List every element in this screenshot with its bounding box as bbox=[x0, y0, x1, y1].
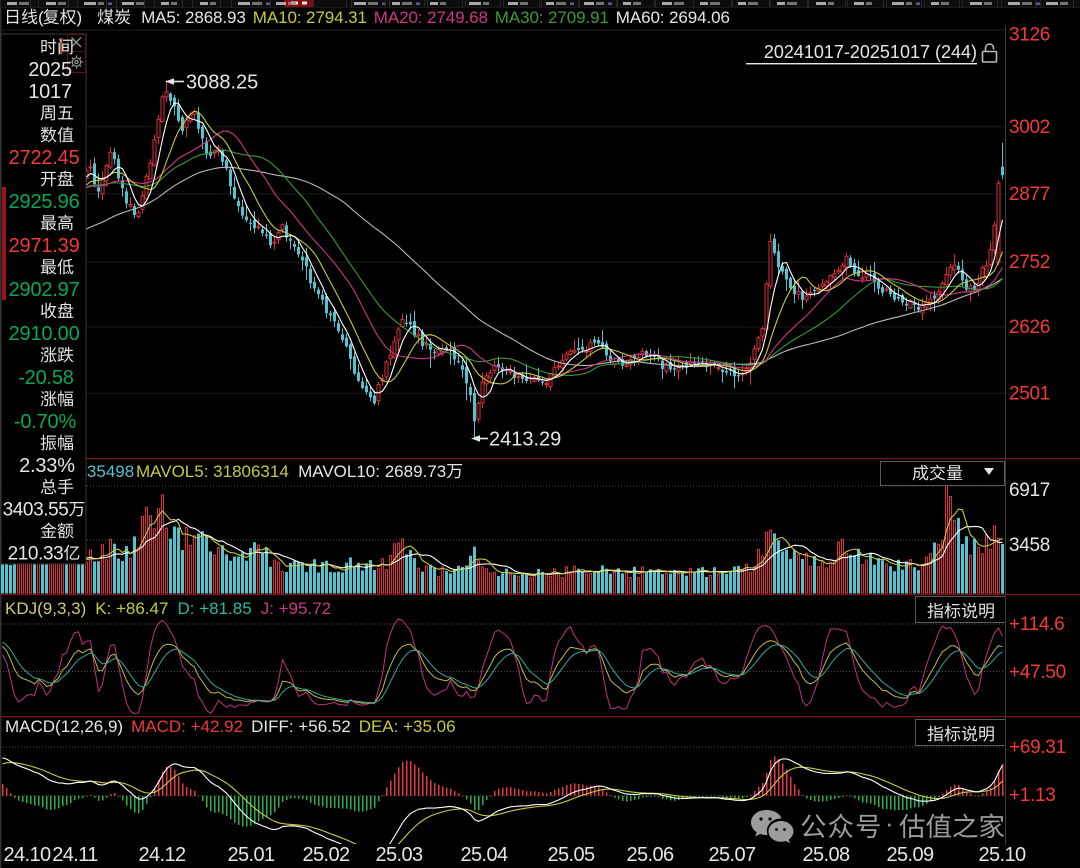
svg-text:-20.58: -20.58 bbox=[18, 367, 74, 389]
svg-text:24.11: 24.11 bbox=[52, 844, 98, 866]
svg-text:24.12: 24.12 bbox=[138, 844, 186, 866]
svg-text:2910.00: 2910.00 bbox=[9, 323, 80, 345]
svg-text:24.10: 24.10 bbox=[3, 844, 51, 866]
svg-text:3403.55: 3403.55 bbox=[3, 500, 69, 521]
svg-text:MA20: 2749.68: MA20: 2749.68 bbox=[374, 8, 488, 27]
svg-text:2877: 2877 bbox=[1009, 184, 1050, 205]
svg-text:+47.50: +47.50 bbox=[1009, 662, 1066, 683]
svg-text:3002: 3002 bbox=[1009, 117, 1050, 138]
svg-text:25.02: 25.02 bbox=[302, 844, 350, 866]
svg-text:3126: 3126 bbox=[1009, 25, 1050, 46]
svg-text:210.33: 210.33 bbox=[8, 544, 64, 565]
svg-text:25.08: 25.08 bbox=[802, 844, 850, 866]
svg-text:-0.70%: -0.70% bbox=[14, 411, 77, 433]
svg-text:2971.39: 2971.39 bbox=[9, 235, 80, 257]
svg-text:25.09: 25.09 bbox=[886, 844, 934, 866]
svg-text:2413.29: 2413.29 bbox=[489, 429, 561, 451]
svg-text:+1.13: +1.13 bbox=[1009, 785, 1056, 806]
svg-text:25.07: 25.07 bbox=[708, 844, 756, 866]
svg-text:J: +95.72: J: +95.72 bbox=[261, 599, 331, 618]
svg-text:MA5: 2868.93: MA5: 2868.93 bbox=[141, 8, 246, 27]
svg-text:MACD(12,26,9): MACD(12,26,9) bbox=[5, 717, 123, 736]
svg-text:6917: 6917 bbox=[1009, 480, 1050, 501]
svg-text:+69.31: +69.31 bbox=[1009, 737, 1066, 758]
svg-text:2722.45: 2722.45 bbox=[9, 147, 80, 169]
svg-text:MA60: 2694.06: MA60: 2694.06 bbox=[616, 8, 730, 27]
svg-text:1017: 1017 bbox=[28, 81, 72, 103]
svg-text:25.03: 25.03 bbox=[375, 844, 423, 866]
svg-text:+114.6: +114.6 bbox=[1009, 614, 1064, 635]
svg-text:MAVOL5: 31806314: MAVOL5: 31806314 bbox=[136, 462, 289, 481]
svg-text:(: ( bbox=[38, 8, 44, 27]
svg-text:2025: 2025 bbox=[28, 59, 72, 81]
svg-text:25.10: 25.10 bbox=[978, 844, 1026, 866]
svg-text:2902.97: 2902.97 bbox=[9, 279, 80, 301]
svg-text:25.04: 25.04 bbox=[460, 844, 508, 866]
svg-text:2752: 2752 bbox=[1009, 252, 1050, 273]
svg-text:20241017-20251017 (244): 20241017-20251017 (244) bbox=[764, 42, 977, 62]
svg-text:K: +86.47: K: +86.47 bbox=[95, 599, 168, 618]
svg-text:DIFF: +56.52: DIFF: +56.52 bbox=[251, 717, 351, 736]
svg-text:KDJ(9,3,3): KDJ(9,3,3) bbox=[5, 599, 86, 618]
svg-text:DEA: +35.06: DEA: +35.06 bbox=[359, 717, 456, 736]
svg-text:2.33%: 2.33% bbox=[19, 455, 75, 477]
svg-text:2501: 2501 bbox=[1009, 383, 1050, 404]
svg-text:25.01: 25.01 bbox=[227, 844, 275, 866]
svg-text:MACD: +42.92: MACD: +42.92 bbox=[131, 717, 243, 736]
svg-text:3088.25: 3088.25 bbox=[186, 72, 258, 94]
svg-text:MA30: 2709.91: MA30: 2709.91 bbox=[495, 8, 609, 27]
svg-text:25.06: 25.06 bbox=[626, 844, 674, 866]
svg-text:2626: 2626 bbox=[1009, 317, 1050, 338]
svg-text:MAVOL10: 2689.73: MAVOL10: 2689.73 bbox=[298, 462, 446, 481]
svg-text:2925.96: 2925.96 bbox=[9, 191, 80, 213]
svg-text:25.05: 25.05 bbox=[547, 844, 595, 866]
svg-text:MA10: 2794.31: MA10: 2794.31 bbox=[253, 8, 367, 27]
svg-text:): ) bbox=[77, 8, 83, 27]
svg-text:3458: 3458 bbox=[1009, 535, 1050, 556]
svg-text:·: · bbox=[885, 808, 894, 838]
svg-text:D: +81.85: D: +81.85 bbox=[178, 599, 252, 618]
